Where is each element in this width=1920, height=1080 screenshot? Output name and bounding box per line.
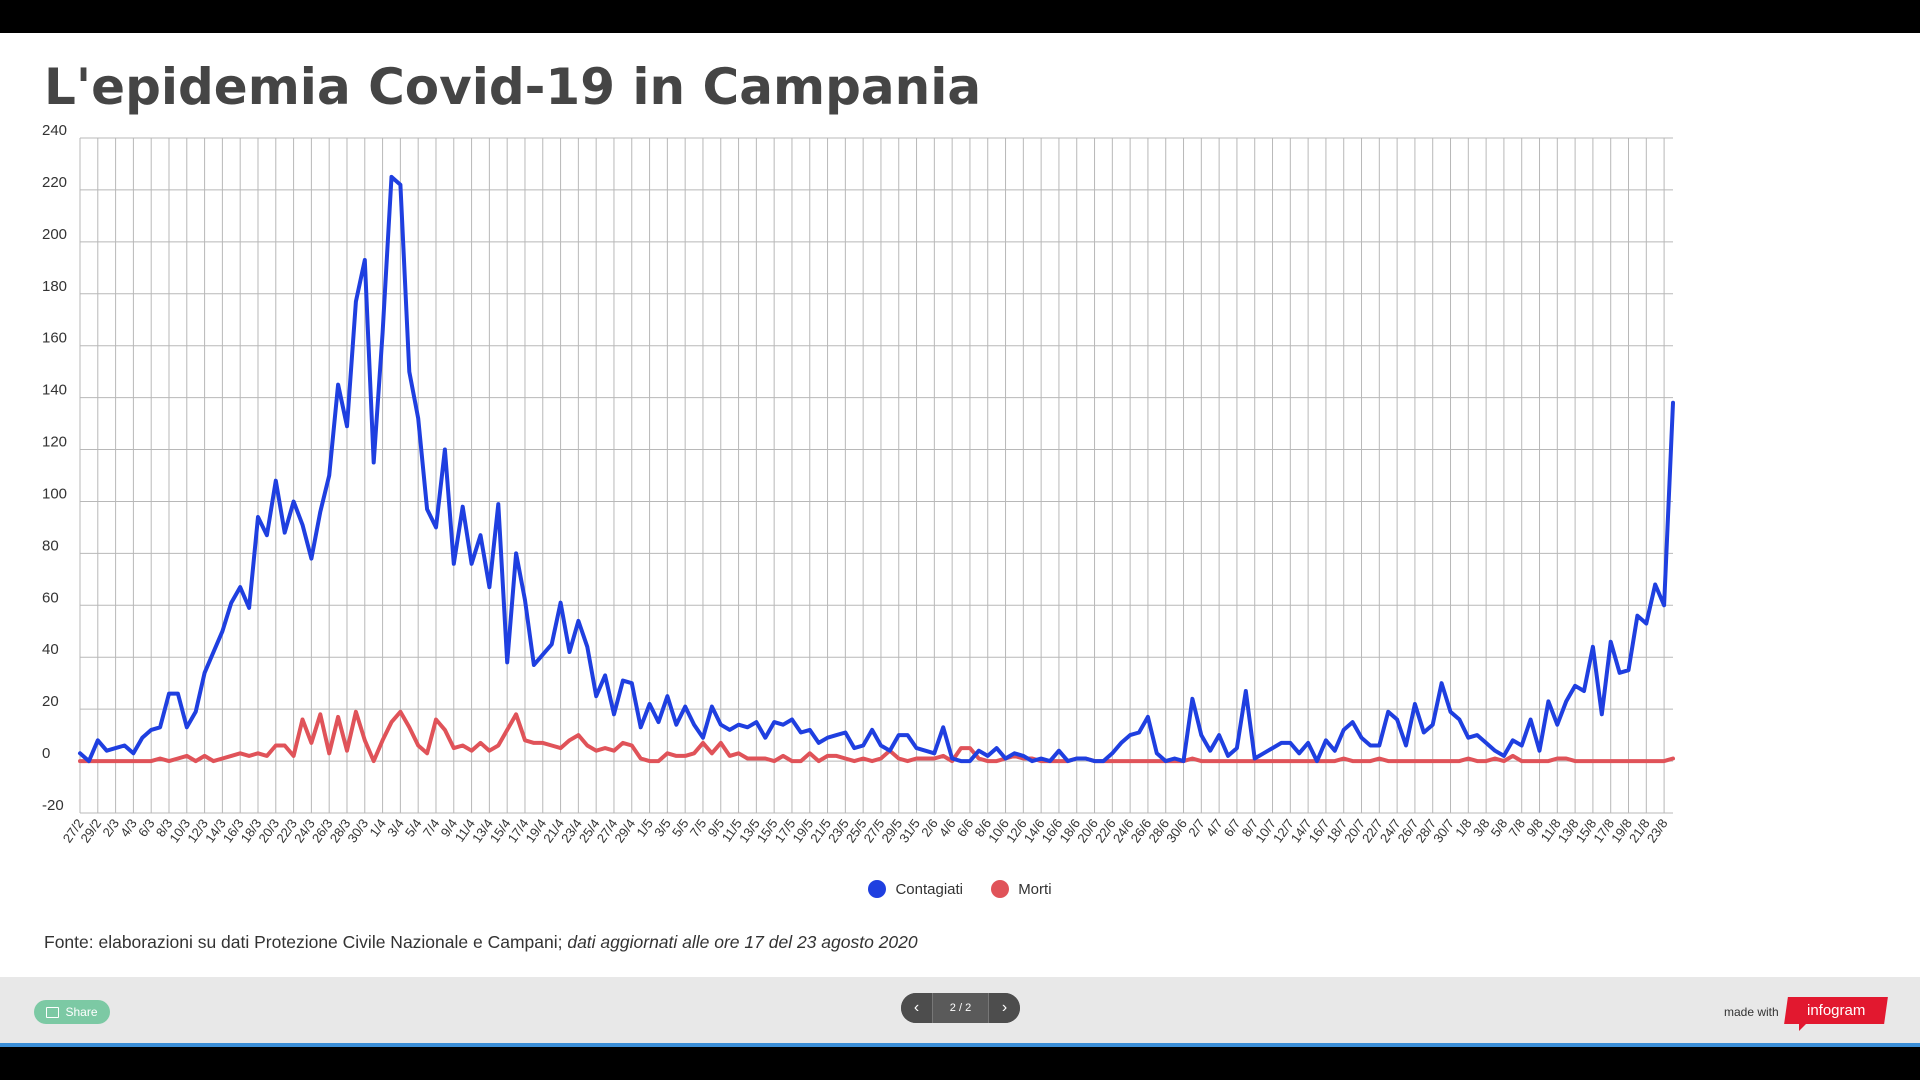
legend-label-morti: Morti [1018, 880, 1052, 898]
legend-swatch-contagiati [868, 880, 887, 898]
y-tick-label: 80 [42, 537, 59, 554]
chart-series [78, 174, 1675, 764]
source-note: Fonte: elaborazioni su dati Protezione C… [44, 932, 918, 953]
share-label: Share [65, 1005, 98, 1019]
infogram-logo[interactable]: infogram [1784, 997, 1888, 1024]
infogram-logo-tail [1799, 1023, 1807, 1031]
legend-item-contagiati[interactable]: Contagiati [868, 880, 963, 898]
y-tick-label: 160 [42, 330, 67, 347]
legend-item-morti[interactable]: Morti [991, 880, 1052, 898]
page-indicator: 2 / 2 [932, 993, 989, 1023]
chart-legend: Contagiati Morti [0, 880, 1920, 902]
series-line-morti[interactable] [78, 709, 1675, 764]
y-tick-label: 0 [42, 745, 50, 762]
y-tick-label: 200 [42, 226, 67, 243]
y-tick-label: 240 [42, 122, 67, 139]
infogram-footer: Share ‹ 2 / 2 › made with infogram [0, 977, 1920, 1043]
chevron-right-icon: › [1001, 999, 1008, 1016]
legend-label-contagiati: Contagiati [895, 880, 964, 898]
share-button[interactable]: Share [34, 1000, 110, 1024]
y-tick-label: 120 [42, 434, 67, 451]
x-tick-label: 23/8 [1644, 816, 1671, 845]
top-letterbox [0, 0, 1920, 33]
page-navigator: ‹ 2 / 2 › [901, 993, 1020, 1023]
chevron-left-icon: ‹ [913, 999, 920, 1016]
made-with-label: made with [1724, 1005, 1779, 1019]
y-tick-label: 40 [42, 641, 59, 658]
source-text: Fonte: elaborazioni su dati Protezione C… [44, 932, 568, 952]
legend-swatch-morti [991, 880, 1010, 898]
y-tick-label: 60 [42, 589, 59, 606]
footer-accent-line [0, 1043, 1920, 1047]
y-tick-label: 140 [42, 382, 67, 399]
series-line-contagiati[interactable] [78, 174, 1675, 764]
y-tick-label: -20 [42, 797, 64, 814]
y-tick-label: 220 [42, 174, 67, 191]
y-tick-label: 100 [42, 485, 67, 502]
bottom-letterbox [0, 1047, 1920, 1080]
y-tick-label: 180 [42, 278, 67, 295]
y-tick-label: 20 [42, 693, 59, 710]
next-page-button[interactable]: › [989, 993, 1020, 1023]
prev-page-button[interactable]: ‹ [901, 993, 932, 1023]
infogram-brand-text: infogram [1806, 1002, 1866, 1019]
page-title: L'epidemia Covid-19 in Campania [44, 58, 982, 116]
source-update-text: dati aggiornati alle ore 17 del 23 agost… [567, 932, 918, 952]
share-icon [46, 1006, 60, 1018]
x-axis: 27/229/22/34/36/38/310/312/314/316/318/3… [60, 816, 1671, 845]
